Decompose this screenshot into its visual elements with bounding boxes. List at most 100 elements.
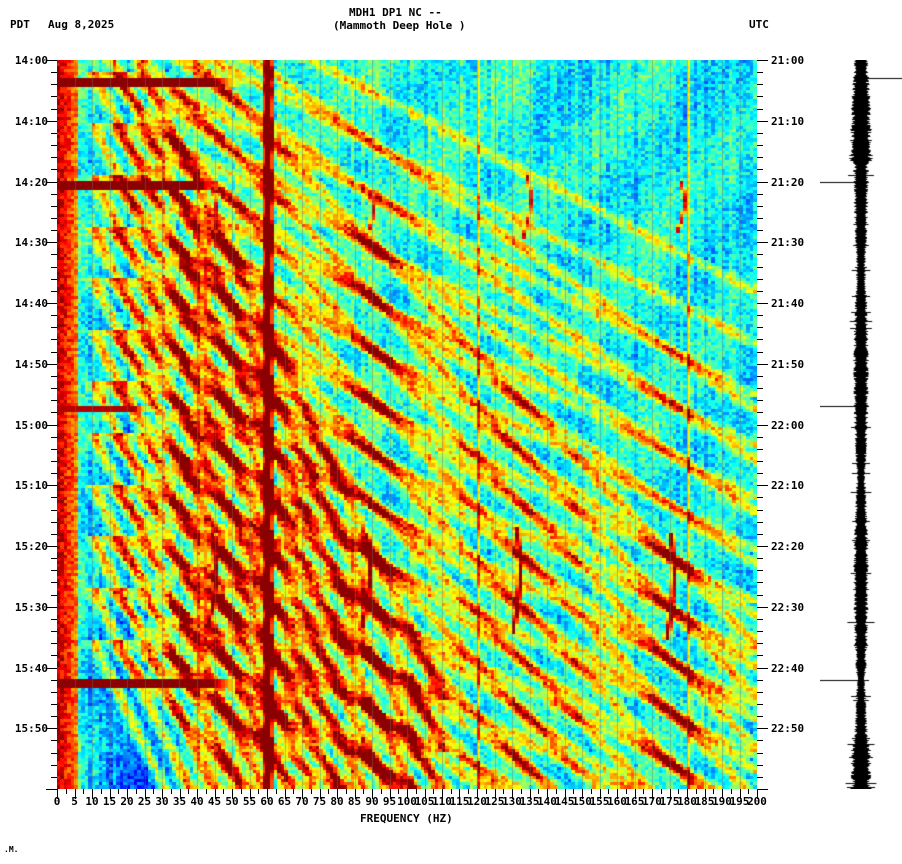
y-tick-left — [51, 595, 57, 596]
x-tick — [556, 789, 557, 794]
y-tick-left — [51, 400, 57, 401]
x-tick — [495, 789, 496, 799]
y-tick-right — [757, 473, 763, 474]
y-tick-right — [757, 558, 763, 559]
x-tick — [57, 789, 58, 799]
y-tick-right — [757, 412, 763, 413]
y-tick-left — [46, 121, 57, 122]
x-axis-label: 195 — [729, 795, 750, 808]
x-tick — [643, 789, 644, 794]
x-axis-label: 125 — [484, 795, 505, 808]
y-tick-right — [757, 315, 763, 316]
x-tick — [311, 789, 312, 794]
y-tick-left — [51, 619, 57, 620]
y-tick-left — [46, 485, 57, 486]
y-axis-label-left: 14:30 — [14, 236, 48, 250]
x-tick — [416, 789, 417, 794]
y-tick-left — [46, 668, 57, 669]
y-tick-right — [757, 728, 768, 729]
y-tick-right — [757, 510, 763, 511]
x-tick — [425, 789, 426, 799]
x-axis-label: 45 — [207, 795, 222, 808]
x-axis-label: 160 — [607, 795, 627, 808]
y-tick-right — [757, 169, 763, 170]
y-axis-label-right: 22:00 — [771, 418, 805, 432]
x-tick — [215, 789, 216, 799]
x-tick — [670, 789, 671, 799]
x-axis-label: 115 — [449, 795, 470, 808]
x-tick — [285, 789, 286, 799]
x-axis-label: 190 — [712, 795, 732, 808]
seismogram-canvas — [820, 60, 902, 789]
y-tick-left — [51, 96, 57, 97]
x-tick — [617, 789, 618, 799]
y-tick-left — [51, 169, 57, 170]
y-tick-right — [757, 157, 763, 158]
x-tick — [153, 789, 154, 794]
y-tick-left — [51, 449, 57, 450]
y-tick-left — [51, 339, 57, 340]
y-tick-left — [46, 425, 57, 426]
y-axis-label-right: 21:50 — [771, 357, 805, 371]
y-tick-right — [757, 655, 763, 656]
y-tick-left — [51, 157, 57, 158]
x-axis-label: 75 — [312, 795, 327, 808]
y-tick-left — [51, 412, 57, 413]
x-axis-label: 40 — [190, 795, 204, 808]
x-tick — [372, 789, 373, 799]
x-axis-label: 140 — [537, 795, 557, 808]
x-axis-label: 90 — [365, 795, 379, 808]
x-tick — [75, 789, 76, 799]
x-axis-label: 70 — [295, 795, 309, 808]
y-axis-label-right: 22:50 — [771, 722, 805, 736]
y-tick-right — [757, 546, 768, 547]
x-tick — [530, 789, 531, 799]
y-axis-label-right: 21:40 — [771, 297, 805, 310]
x-axis-label: 10 — [85, 795, 99, 808]
y-tick-left — [51, 109, 57, 110]
x-axis-label: 135 — [519, 795, 540, 808]
y-tick-right — [757, 522, 763, 523]
y-tick-left — [46, 182, 57, 183]
x-axis-label: 150 — [572, 795, 592, 808]
x-tick — [346, 789, 347, 794]
date-label: Aug 8,2025 — [48, 18, 115, 31]
y-tick-right — [757, 704, 763, 705]
y-tick-right — [757, 279, 763, 280]
seismogram-panel — [820, 60, 902, 789]
y-tick-right — [757, 449, 763, 450]
y-tick-left — [51, 145, 57, 146]
x-axis-label: 200 — [747, 795, 767, 808]
y-tick-right — [757, 96, 763, 97]
x-tick — [538, 789, 539, 794]
y-tick-right — [757, 753, 763, 754]
x-axis-label: 25 — [137, 795, 152, 808]
y-tick-right — [757, 327, 763, 328]
x-axis-label: 50 — [225, 795, 239, 808]
x-tick — [678, 789, 679, 794]
x-axis-label: 35 — [172, 795, 187, 808]
x-tick — [337, 789, 338, 799]
x-tick — [232, 789, 233, 799]
x-tick — [83, 789, 84, 794]
x-tick — [459, 789, 460, 799]
timezone-label-left: PDT — [10, 18, 30, 31]
y-tick-right — [757, 680, 763, 681]
x-axis-label: 30 — [155, 795, 169, 808]
y-axis-label-left: 15:20 — [14, 540, 48, 553]
y-axis-label-right: 22:20 — [771, 540, 805, 553]
x-tick — [600, 789, 601, 799]
y-tick-left — [46, 364, 57, 365]
y-tick-left — [51, 740, 57, 741]
x-tick — [407, 789, 408, 799]
y-axis-label-left: 15:40 — [14, 661, 48, 675]
y-tick-left — [51, 473, 57, 474]
x-axis-label: 130 — [502, 795, 522, 808]
x-tick — [757, 789, 758, 799]
x-axis-label: 15 — [102, 795, 117, 808]
y-tick-left — [51, 655, 57, 656]
y-tick-right — [757, 716, 763, 717]
y-axis-label-left: 15:30 — [14, 600, 48, 614]
x-tick — [748, 789, 749, 794]
y-tick-right — [757, 668, 768, 669]
